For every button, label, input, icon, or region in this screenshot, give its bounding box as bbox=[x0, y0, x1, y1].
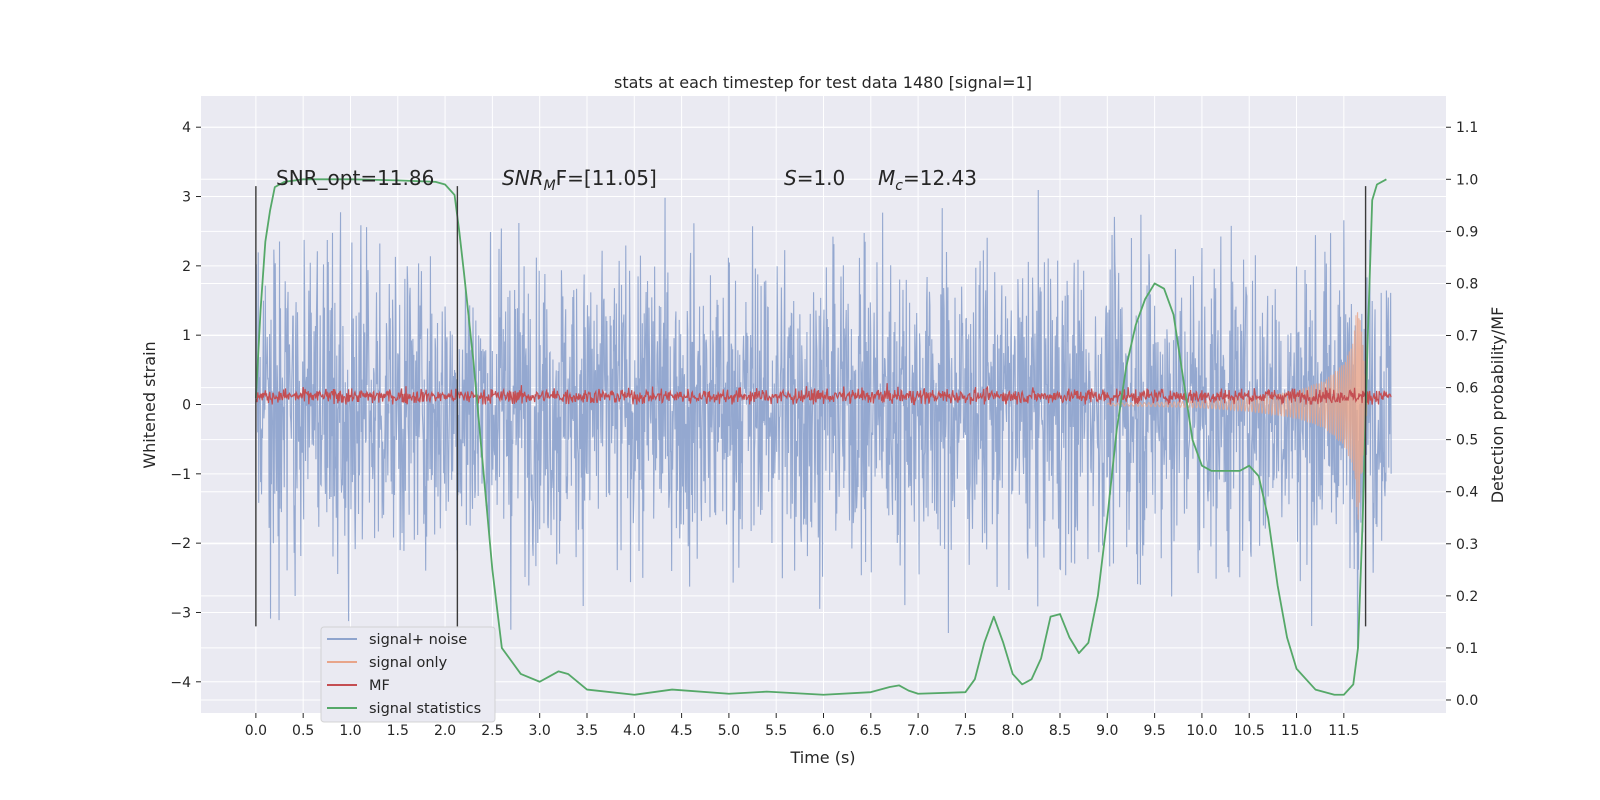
chart-title: stats at each timestep for test data 148… bbox=[614, 73, 1032, 92]
x-tick-label: 7.0 bbox=[907, 723, 929, 739]
x-tick-label: 11.0 bbox=[1281, 723, 1312, 739]
legend-label-signal-statistics: signal statistics bbox=[369, 701, 481, 717]
y-tick-label-right: 1.0 bbox=[1456, 172, 1478, 188]
y-tick-label-right: 0.9 bbox=[1456, 224, 1478, 240]
y-tick-label-left: −1 bbox=[170, 467, 191, 483]
annotation-s: S=1.0 bbox=[784, 166, 845, 190]
x-tick-label: 6.5 bbox=[860, 723, 882, 739]
annotation-mc-subscript: c bbox=[895, 178, 903, 194]
annotation-mc-value: =12.43 bbox=[903, 166, 977, 190]
y-axis-label-left: Whitened strain bbox=[140, 341, 159, 468]
y-tick-label-left: −3 bbox=[170, 605, 191, 621]
annotation-mc-symbol: M bbox=[878, 166, 895, 190]
y-tick-label-left: 4 bbox=[182, 120, 191, 136]
series-signal-statistics bbox=[254, 178, 1387, 696]
y-tick-label-right: 1.1 bbox=[1456, 120, 1478, 136]
x-tick-label: 9.0 bbox=[1096, 723, 1118, 739]
vertical-markers bbox=[255, 186, 1367, 627]
x-tick-label: 8.0 bbox=[1002, 723, 1024, 739]
x-tick-label: 3.0 bbox=[529, 723, 551, 739]
x-axis-label: Time (s) bbox=[789, 748, 855, 767]
y-tick-label-left: 0 bbox=[182, 398, 191, 414]
y-tick-label-left: 1 bbox=[182, 328, 191, 344]
annotation-mc: Mc=12.43 bbox=[878, 166, 977, 194]
x-tick-label: 1.5 bbox=[387, 723, 409, 739]
series-signal-noise bbox=[255, 190, 1392, 649]
y-tick-label-right: 0.0 bbox=[1456, 693, 1478, 709]
x-tick-label: 1.0 bbox=[339, 723, 361, 739]
y-tick-label-right: 0.8 bbox=[1456, 276, 1478, 292]
y-tick-label-right: 0.7 bbox=[1456, 329, 1478, 345]
y-tick-label-left: 2 bbox=[182, 259, 191, 275]
x-tick-label: 3.5 bbox=[576, 723, 598, 739]
x-tick-label: 4.5 bbox=[670, 723, 692, 739]
y-tick-label-right: 0.1 bbox=[1456, 641, 1478, 657]
y-tick-label-right: 0.2 bbox=[1456, 589, 1478, 605]
x-tick-label: 0.0 bbox=[245, 723, 267, 739]
series-signal-only bbox=[1106, 312, 1368, 520]
x-tick-label: 9.5 bbox=[1143, 723, 1165, 739]
x-tick-label: 8.5 bbox=[1049, 723, 1071, 739]
annotation-snr-mf-value: F=[11.05] bbox=[556, 166, 657, 190]
x-tick-label: 5.0 bbox=[718, 723, 740, 739]
y-tick-label-left: 3 bbox=[182, 190, 191, 206]
annotation-s-symbol: S bbox=[784, 166, 797, 190]
y-tick-label-right: 0.3 bbox=[1456, 537, 1478, 553]
annotation-snr-mf-symbol: SNR bbox=[502, 166, 544, 190]
legend-label-mf: MF bbox=[369, 678, 390, 694]
y-tick-label-left: −4 bbox=[170, 675, 191, 691]
y-tick-label-right: 0.6 bbox=[1456, 381, 1478, 397]
x-tick-label: 0.5 bbox=[292, 723, 314, 739]
tick-labels: 0.0 0.5 1.0 1.5 2.0 2.5 3.0 3.5 4.0 4.5 5.0 5.5 6.0 6… bbox=[170, 120, 1478, 739]
series-layer bbox=[254, 178, 1392, 696]
y-axis-label-right: Detection probability/MF bbox=[1488, 307, 1507, 504]
x-tick-label: 2.5 bbox=[481, 723, 503, 739]
legend-label-signal-noise: signal+ noise bbox=[369, 632, 467, 648]
x-tick-label: 10.0 bbox=[1186, 723, 1217, 739]
y-tick-label-left: −2 bbox=[170, 536, 191, 552]
x-tick-label: 7.5 bbox=[954, 723, 976, 739]
series-mf bbox=[255, 383, 1392, 406]
annotation-snr-mf-subscript: M bbox=[544, 178, 556, 194]
legend-label-signal-only: signal only bbox=[369, 655, 448, 671]
x-tick-label: 5.5 bbox=[765, 723, 787, 739]
y-tick-label-right: 0.5 bbox=[1456, 433, 1478, 449]
x-tick-label: 4.0 bbox=[623, 723, 645, 739]
annotation-snr-mf: SNRMF=[11.05] bbox=[502, 166, 657, 194]
annotation-s-value: =1.0 bbox=[797, 166, 846, 190]
y-tick-label-right: 0.4 bbox=[1456, 485, 1478, 501]
x-tick-label: 2.0 bbox=[434, 723, 456, 739]
legend-box bbox=[320, 626, 496, 723]
legend: signal+ noise signal only MF signal stat… bbox=[320, 626, 496, 723]
annotation-snr-opt: SNR_opt=11.86 bbox=[276, 166, 434, 190]
x-tick-label: 6.0 bbox=[812, 723, 834, 739]
x-tick-label: 10.5 bbox=[1234, 723, 1265, 739]
x-tick-label: 11.5 bbox=[1328, 723, 1359, 739]
